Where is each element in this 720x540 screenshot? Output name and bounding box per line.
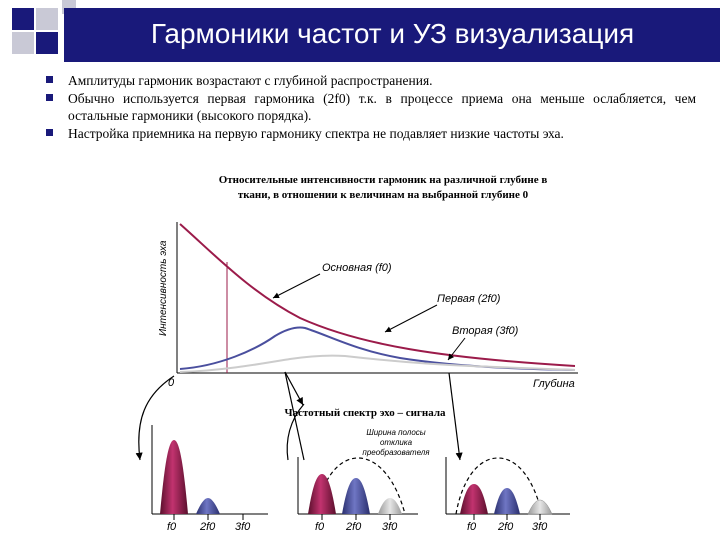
- y-axis-label: Интенсивность эха: [158, 240, 169, 336]
- depth-arrow-right: [448, 372, 463, 461]
- spectrum-panel-3: f0 2f0 3f0: [445, 457, 570, 533]
- bullet-list: Амплитуды гармоник возрастают с глубиной…: [46, 72, 696, 143]
- spectrum1-peak-2f0: [196, 498, 220, 514]
- bandwidth-label-line1: Ширина полосы: [366, 428, 425, 437]
- bullet-text: Обычно используется первая гармоника (2f…: [68, 91, 696, 123]
- first-harmonic-label: Первая (2f0): [437, 293, 501, 305]
- spectrum3-bandwidth-envelope: [455, 457, 543, 515]
- spectrum2-peak-f0: [308, 474, 336, 514]
- bullet-square-icon: [46, 129, 53, 136]
- spectrum1-tick-3f0: 3f0: [235, 521, 251, 533]
- second-harmonic-leader: [447, 337, 466, 361]
- spectrum2-peak-2f0: [342, 478, 370, 514]
- bandwidth-label-line3: преобразователя: [362, 448, 430, 457]
- decor-square: [12, 8, 34, 30]
- spectrum-title: Частотный спектр эхо – сигнала: [284, 407, 446, 419]
- spectrum3-peak-f0: [460, 484, 488, 514]
- bullet-square-icon: [46, 76, 53, 83]
- spectrum3-peak-3f0: [527, 499, 553, 515]
- origin-label: 0: [168, 377, 175, 389]
- decor-square: [36, 8, 58, 30]
- spectrum-panel-1: f0 2f0 3f0: [151, 425, 268, 533]
- depth-arrow-mid: [284, 371, 304, 406]
- x-axis-label: Глубина: [533, 378, 575, 390]
- spectrum1-tick-f0: f0: [167, 521, 177, 533]
- spectrum3-tick-2f0: 2f0: [497, 521, 514, 533]
- diagram-caption-line1: Относительные интенсивности гармоник на …: [219, 174, 548, 186]
- first-harmonic-leader: [384, 304, 438, 333]
- spectrum1-peak-f0: [160, 440, 188, 514]
- header-bar: [64, 8, 720, 62]
- bullet-text: Настройка приемника на первую гармонику …: [68, 126, 564, 141]
- diagram-caption-line2: ткани, в отношении к величинам на выбран…: [238, 189, 529, 201]
- fundamental-label: Основная (f0): [322, 262, 392, 274]
- bullet-item: Обычно используется первая гармоника (2f…: [46, 90, 696, 124]
- spectrum2-tick-2f0: 2f0: [345, 521, 362, 533]
- spectrum3-tick-f0: f0: [467, 521, 477, 533]
- depth-arrow-mid2: [286, 403, 305, 461]
- second-harmonic-label: Вторая (3f0): [452, 325, 519, 337]
- depth-arrow-mid-up: [284, 371, 305, 461]
- fundamental-curve: [179, 223, 576, 367]
- bullet-square-icon: [46, 94, 53, 101]
- bandwidth-label-line2: отклика: [380, 438, 413, 447]
- spectrum3-peak-2f0: [494, 488, 520, 514]
- fundamental-leader: [272, 273, 321, 299]
- spectrum2-tick-3f0: 3f0: [382, 521, 398, 533]
- spectrum2-tick-f0: f0: [315, 521, 325, 533]
- spectrum1-tick-2f0: 2f0: [199, 521, 216, 533]
- depth-arrow-left: [135, 375, 175, 461]
- spectrum2-peak-3f0: [378, 498, 402, 514]
- bullet-item: Амплитуды гармоник возрастают с глубиной…: [46, 72, 696, 89]
- bullet-text: Амплитуды гармоник возрастают с глубиной…: [68, 73, 433, 88]
- decor-square: [12, 32, 34, 54]
- page-title: Гармоники частот и УЗ визуализация: [150, 18, 635, 49]
- bullet-item: Настройка приемника на первую гармонику …: [46, 125, 696, 142]
- second-harmonic-curve: [179, 354, 576, 373]
- spectrum3-tick-3f0: 3f0: [532, 521, 548, 533]
- spectrum-panel-2: f0 2f0 3f0: [297, 457, 418, 533]
- decor-square: [36, 32, 58, 54]
